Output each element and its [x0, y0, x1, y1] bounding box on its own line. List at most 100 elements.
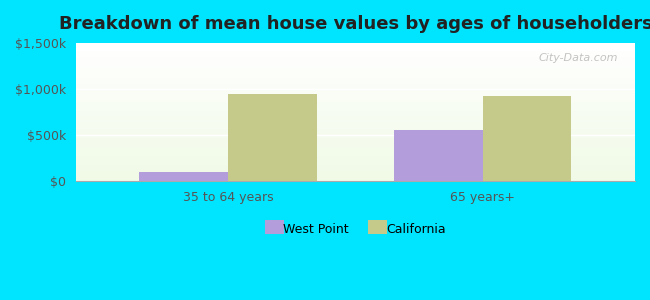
Title: Breakdown of mean house values by ages of householders: Breakdown of mean house values by ages o…	[58, 15, 650, 33]
Bar	[76, 61, 635, 62]
Bar	[76, 160, 635, 161]
Bar	[76, 121, 635, 122]
Bar	[76, 91, 635, 92]
Bar	[76, 127, 635, 128]
Bar	[76, 101, 635, 102]
Bar	[76, 177, 635, 178]
Bar	[76, 45, 635, 46]
Bar	[76, 171, 635, 172]
Bar	[76, 64, 635, 65]
Bar	[76, 100, 635, 101]
Bar	[76, 167, 635, 168]
Bar	[76, 142, 635, 143]
Bar	[76, 68, 635, 69]
Bar	[76, 51, 635, 52]
Bar	[76, 74, 635, 75]
Bar	[76, 146, 635, 147]
Bar	[76, 180, 635, 181]
Bar	[76, 88, 635, 89]
Bar	[76, 63, 635, 64]
Bar	[76, 125, 635, 126]
Bar	[76, 97, 635, 98]
Bar	[76, 65, 635, 66]
Bar	[76, 161, 635, 162]
Bar	[76, 159, 635, 160]
Bar	[76, 107, 635, 108]
Bar	[76, 60, 635, 61]
Bar	[76, 149, 635, 150]
Legend: West Point, California: West Point, California	[259, 218, 451, 241]
Bar	[76, 89, 635, 90]
Bar	[76, 114, 635, 115]
Bar	[76, 82, 635, 83]
Bar	[76, 47, 635, 48]
Bar	[76, 69, 635, 70]
Bar	[76, 153, 635, 154]
Bar	[76, 106, 635, 107]
Bar	[76, 156, 635, 157]
Bar	[76, 46, 635, 47]
Bar	[76, 173, 635, 174]
Bar	[76, 117, 635, 118]
Bar	[76, 92, 635, 93]
Bar	[76, 138, 635, 139]
Bar	[76, 87, 635, 88]
Bar	[76, 95, 635, 96]
Bar	[76, 96, 635, 97]
Bar	[76, 147, 635, 148]
Bar	[76, 56, 635, 57]
Bar	[76, 49, 635, 50]
Bar	[76, 168, 635, 169]
Bar	[76, 128, 635, 129]
Bar	[76, 98, 635, 99]
Bar	[76, 179, 635, 180]
Bar	[76, 152, 635, 153]
Bar	[76, 84, 635, 85]
Bar	[76, 48, 635, 49]
Bar	[76, 164, 635, 165]
Bar	[76, 72, 635, 73]
Bar	[76, 174, 635, 175]
Bar	[76, 135, 635, 136]
Bar	[76, 108, 635, 109]
Bar	[76, 62, 635, 63]
Bar	[76, 176, 635, 177]
Bar	[76, 76, 635, 77]
Bar	[76, 44, 635, 45]
Bar	[76, 73, 635, 74]
Bar	[76, 105, 635, 106]
Bar	[76, 172, 635, 173]
Bar	[76, 53, 635, 54]
Bar	[76, 158, 635, 159]
Bar	[76, 104, 635, 105]
Bar	[76, 102, 635, 103]
Bar	[76, 57, 635, 58]
Bar	[76, 86, 635, 87]
Bar	[76, 81, 635, 82]
Bar	[76, 155, 635, 156]
Bar	[76, 78, 635, 79]
Bar	[76, 109, 635, 110]
Bar	[76, 175, 635, 176]
Bar	[76, 123, 635, 124]
Bar	[76, 103, 635, 104]
Bar	[76, 157, 635, 158]
Bar	[76, 170, 635, 171]
Bar	[76, 58, 635, 59]
Bar	[76, 134, 635, 135]
Bar	[482, 96, 571, 181]
Bar	[139, 172, 228, 181]
Bar	[76, 144, 635, 145]
Bar	[76, 50, 635, 51]
Bar	[76, 178, 635, 179]
Bar	[228, 94, 317, 181]
Bar	[76, 130, 635, 131]
Bar	[76, 119, 635, 120]
Bar	[76, 136, 635, 137]
Bar	[76, 112, 635, 113]
Bar	[76, 66, 635, 67]
Bar	[76, 132, 635, 133]
Bar	[76, 145, 635, 146]
Bar	[76, 43, 635, 44]
Bar	[76, 150, 635, 151]
